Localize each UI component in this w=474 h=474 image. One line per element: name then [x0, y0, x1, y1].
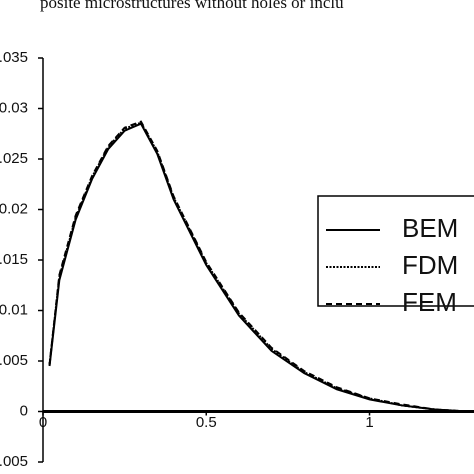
y-tick-label: -0.005 [0, 453, 28, 470]
chart-title: posite microstructures without holes or … [40, 0, 344, 12]
y-tick-label: 0.03 [0, 99, 28, 116]
y-tick-label: 0 [20, 402, 28, 419]
x-tick-label: 1 [365, 414, 373, 431]
legend-box [317, 195, 474, 307]
y-tick-label: 0.01 [0, 301, 28, 318]
x-tick-label: 0.5 [196, 414, 217, 431]
y-tick-label: 0.025 [0, 150, 28, 167]
legend-label: FEM [402, 287, 457, 317]
y-tick-label: 0.02 [0, 200, 28, 217]
y-tick-label: 0.005 [0, 352, 28, 369]
legend-label: BEM [402, 213, 458, 243]
y-tick-label: 0.035 [0, 49, 28, 66]
series-line [48, 120, 468, 413]
legend-label: FDM [402, 250, 458, 280]
y-tick-label: 0.015 [0, 251, 28, 268]
